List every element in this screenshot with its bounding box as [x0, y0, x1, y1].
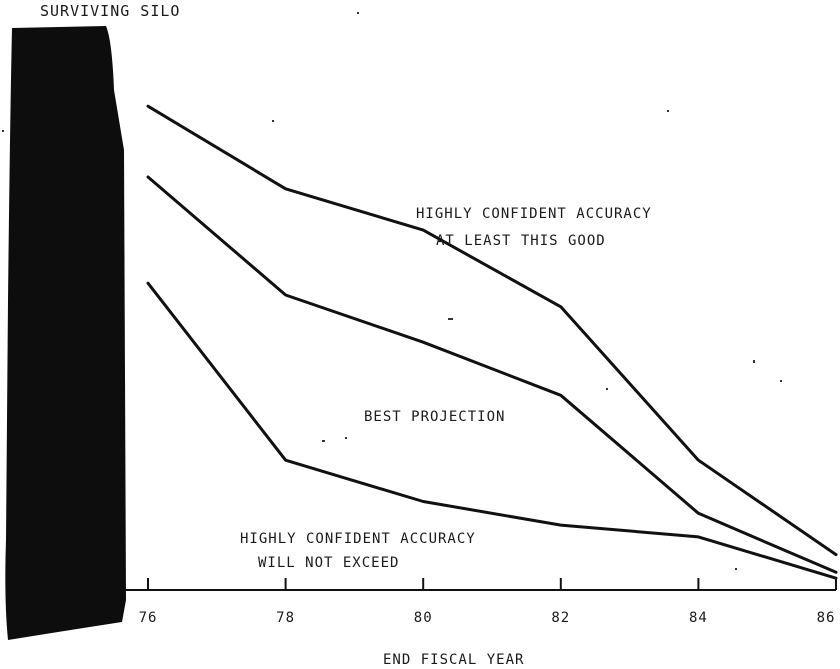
x-tick-label-76: 76 — [139, 610, 158, 626]
series-line-best — [146, 175, 838, 574]
x-tick-label-82: 82 — [551, 610, 570, 626]
annotation-lower-line-1: HIGHLY CONFIDENT ACCURACY — [240, 531, 476, 547]
series-line-lower — [146, 281, 838, 580]
annotation-upper-line-1: HIGHLY CONFIDENT ACCURACY — [416, 206, 652, 222]
series-line-upper — [146, 104, 838, 557]
annotation-best-line-1: BEST PROJECTION — [364, 409, 505, 425]
y-axis-label: SURVIVING SILO — [40, 2, 180, 20]
x-tick-label-80: 80 — [414, 610, 433, 626]
x-axis-ticks: 76 78 80 82 84 86 — [139, 578, 837, 626]
x-tick-label-86: 86 — [817, 610, 836, 626]
black-margin-blob — [5, 26, 126, 640]
x-tick-label-78: 78 — [276, 610, 295, 626]
annotation-lower-line-2: WILL NOT EXCEED — [258, 555, 399, 571]
x-axis-label: END FISCAL YEAR — [383, 652, 524, 668]
x-tick-label-84: 84 — [689, 610, 708, 626]
annotation-upper-line-2: AT LEAST THIS GOOD — [436, 233, 606, 249]
annotations-group: HIGHLY CONFIDENT ACCURACY AT LEAST THIS G… — [240, 206, 652, 571]
series-group — [146, 104, 838, 580]
scan-specks — [2, 12, 782, 570]
